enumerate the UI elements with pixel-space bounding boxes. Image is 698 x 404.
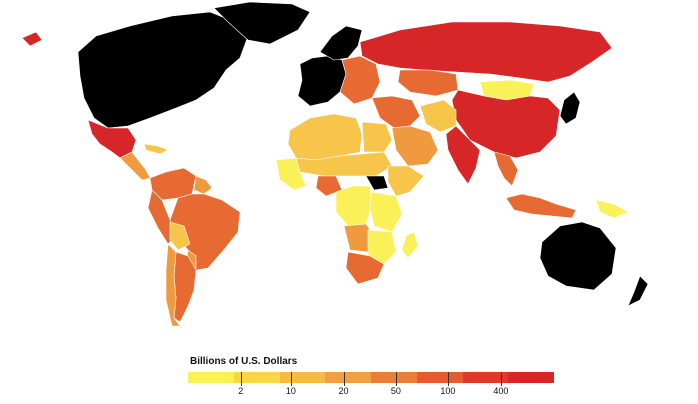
legend-tick (500, 372, 502, 386)
legend-tick-label: 20 (338, 386, 349, 396)
region-egypt (361, 121, 393, 153)
region-south-sudan (365, 175, 389, 191)
legend-tick (395, 372, 397, 386)
region-caribbean (143, 143, 169, 155)
legend-tick (447, 372, 449, 386)
region-arabia (391, 125, 439, 167)
legend-tick-label: 50 (390, 386, 401, 396)
region-west-africa (275, 157, 307, 191)
region-north-america (77, 11, 249, 129)
legend-tick-label: 400 (493, 386, 509, 396)
legend-swatch (233, 372, 280, 383)
region-greenland (213, 1, 311, 45)
region-north-africa (287, 113, 363, 161)
region-australia (539, 221, 617, 291)
legend-swatch (508, 372, 554, 383)
legend-swatch (325, 372, 371, 383)
region-chile (165, 243, 181, 327)
region-russia (359, 21, 613, 83)
region-east-africa (369, 191, 403, 233)
region-western-europe (297, 55, 347, 107)
legend-swatch (188, 372, 234, 383)
region-southeast-asia (493, 151, 519, 187)
legend-title: Billions of U.S. Dollars (190, 356, 298, 367)
legend-tick (290, 372, 292, 386)
region-new-zealand (627, 275, 649, 307)
region-bolivia (169, 221, 191, 251)
legend-swatch (462, 372, 509, 383)
legend-swatch (279, 372, 326, 383)
region-middle-east (371, 95, 421, 129)
region-scandinavia (319, 25, 363, 61)
legend-tick-label: 10 (285, 386, 296, 396)
region-central-africa (335, 185, 373, 227)
region-nigeria (315, 175, 343, 197)
region-kazakhstan (397, 69, 459, 97)
region-indonesia (505, 193, 577, 219)
region-south-africa (345, 251, 385, 285)
region-central-asia (419, 99, 457, 133)
region-china (451, 89, 561, 159)
region-iceland (21, 31, 43, 47)
legend-color-bar (188, 372, 554, 383)
legend-tick (343, 372, 345, 386)
region-southern-africa (367, 229, 397, 265)
world-map (21, 1, 649, 327)
region-central-america (119, 151, 151, 181)
region-eastern-europe (339, 55, 381, 105)
region-horn-of-africa (387, 165, 425, 197)
legend-tick-label: 100 (440, 386, 456, 396)
region-guianas (193, 175, 213, 195)
legend-tick-label: 2 (238, 386, 244, 396)
legend-swatch (371, 372, 417, 383)
legend-tick (240, 372, 242, 386)
legend-swatch (416, 372, 463, 383)
region-madagascar (401, 231, 419, 259)
region-japan (559, 91, 581, 125)
region-india (445, 125, 481, 185)
region-png (595, 199, 629, 219)
